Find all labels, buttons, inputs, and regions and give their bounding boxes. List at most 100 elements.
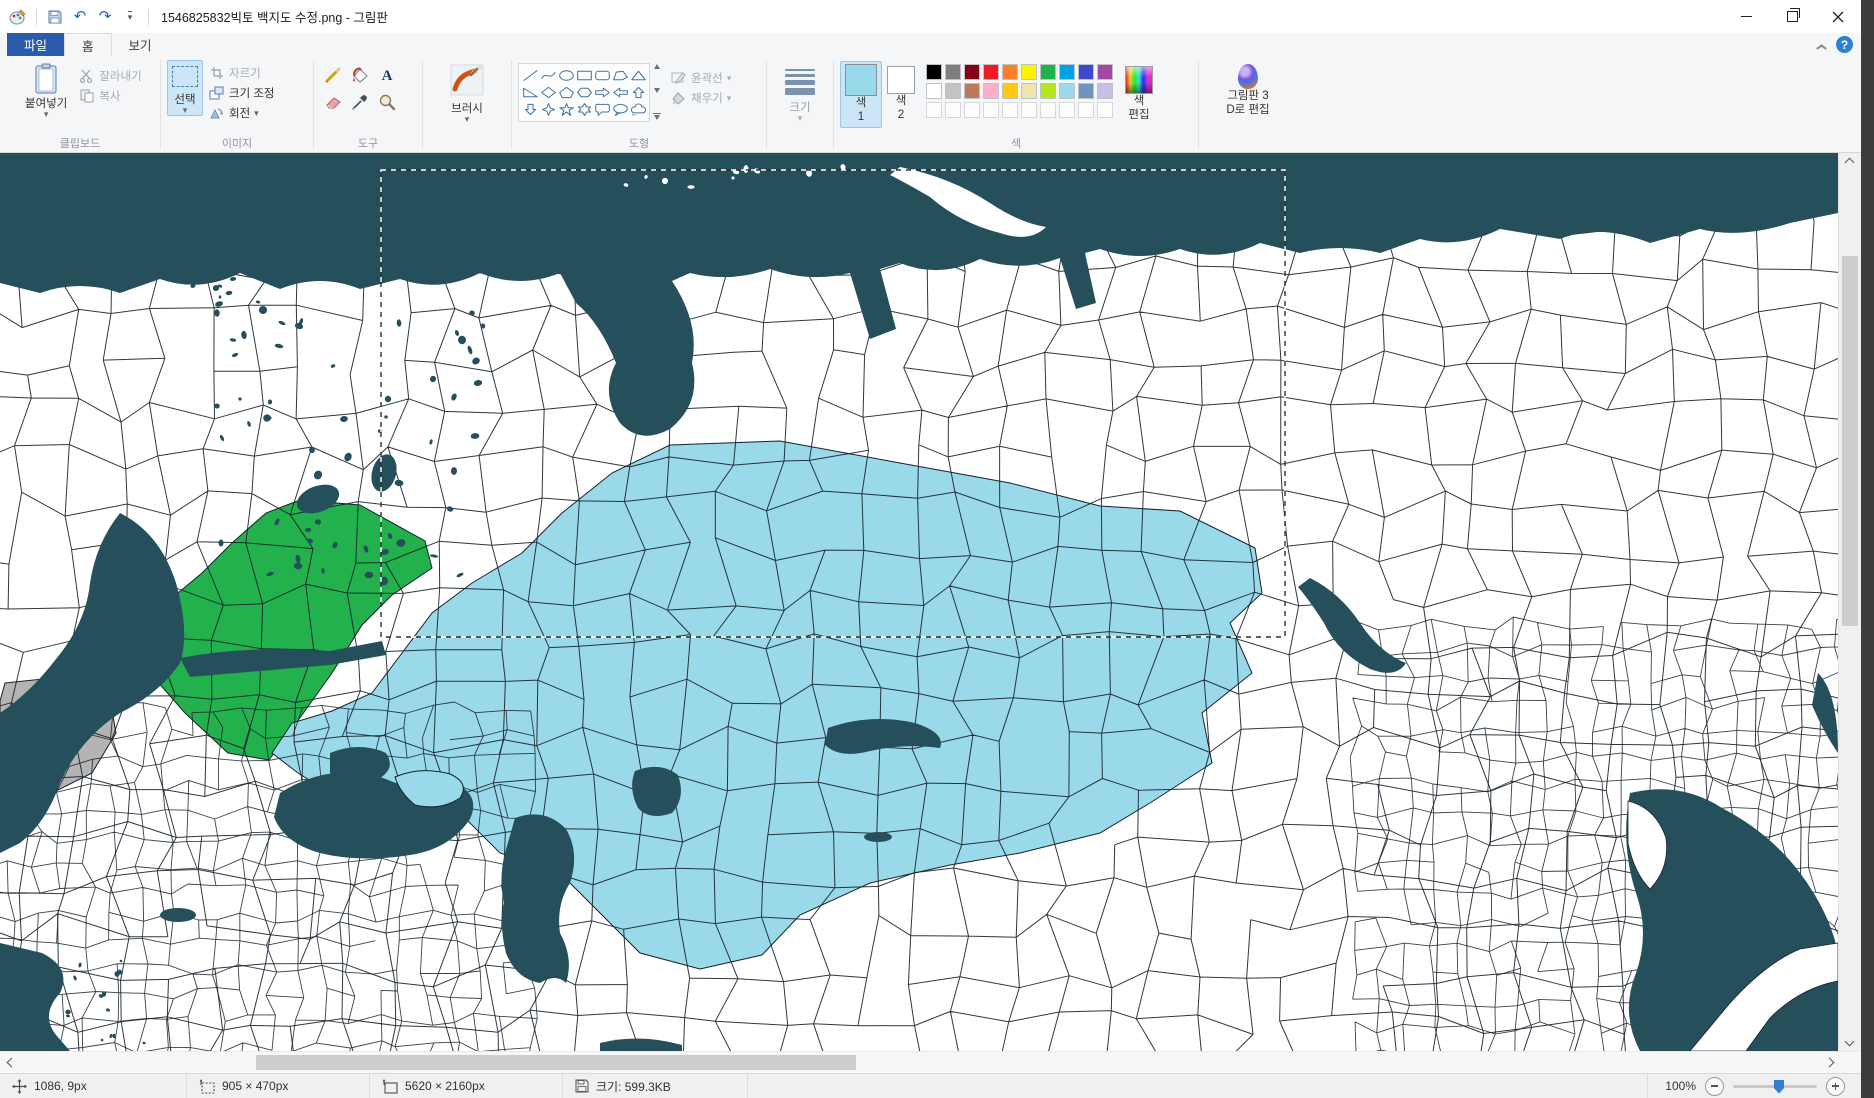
palette-empty-slot[interactable]	[1059, 102, 1075, 118]
zoom-in-button[interactable]	[1826, 1076, 1845, 1096]
map-canvas[interactable]	[0, 115, 1874, 1098]
shape-ellipse-button[interactable]	[557, 67, 575, 84]
scroll-up-icon[interactable]	[654, 64, 660, 69]
color-picker-icon-button[interactable]	[347, 91, 373, 117]
shape-arrow-up-button[interactable]	[629, 84, 647, 101]
palette-color-r2-4[interactable]	[1002, 83, 1018, 99]
undo-icon[interactable]: ↶	[73, 8, 87, 25]
shape-star-4-button[interactable]	[539, 101, 557, 118]
palette-color-r1-8[interactable]	[1078, 64, 1094, 80]
crop-button[interactable]: 자르기	[208, 63, 275, 83]
fill-button[interactable]: 채우기 ▾	[670, 88, 731, 108]
horizontal-scroll-thumb[interactable]	[256, 1055, 856, 1070]
palette-color-r2-2[interactable]	[964, 83, 980, 99]
palette-color-r1-7[interactable]	[1059, 64, 1075, 80]
palette-color-r1-9[interactable]	[1097, 64, 1113, 80]
palette-color-r2-3[interactable]	[983, 83, 999, 99]
palette-color-r1-2[interactable]	[964, 64, 980, 80]
palette-color-r2-5[interactable]	[1021, 83, 1037, 99]
edit-colors-button[interactable]: 색 편집	[1120, 63, 1158, 126]
size-button[interactable]: 크기 ▾	[780, 60, 820, 124]
palette-color-r1-5[interactable]	[1021, 64, 1037, 80]
tab-view[interactable]: 보기	[128, 39, 152, 53]
palette-color-r2-0[interactable]	[926, 83, 942, 99]
palette-empty-slot[interactable]	[964, 102, 980, 118]
paint3d-button[interactable]: 그림판 3 D로 편집	[1221, 61, 1274, 121]
tab-home[interactable]: 홈	[64, 33, 112, 56]
palette-empty-slot[interactable]	[1097, 102, 1113, 118]
shape-triangle-button[interactable]	[629, 67, 647, 84]
pencil-icon-button[interactable]	[320, 64, 346, 90]
color1-button[interactable]: 색 1	[840, 61, 882, 128]
shape-star-5-button[interactable]	[557, 101, 575, 118]
restore-button[interactable]	[1769, 0, 1815, 33]
fill-bucket-icon-button[interactable]	[347, 64, 373, 90]
scroll-up-icon[interactable]	[1846, 159, 1853, 166]
shape-polygon-button[interactable]	[611, 67, 629, 84]
rotate-button[interactable]: 회전 ▾	[208, 103, 275, 123]
shape-star-6-button[interactable]	[575, 101, 593, 118]
shape-diamond-button[interactable]	[539, 84, 557, 101]
shape-arrow-left-button[interactable]	[611, 84, 629, 101]
color2-button[interactable]: 색 2	[882, 63, 920, 126]
palette-empty-slot[interactable]	[983, 102, 999, 118]
palette-empty-slot[interactable]	[1021, 102, 1037, 118]
horizontal-scrollbar[interactable]	[0, 1051, 1861, 1073]
palette-color-r2-8[interactable]	[1078, 83, 1094, 99]
shape-arrow-down-button[interactable]	[521, 101, 539, 118]
palette-color-r1-1[interactable]	[945, 64, 961, 80]
palette-color-r1-3[interactable]	[983, 64, 999, 80]
collapse-ribbon-icon[interactable]	[1816, 42, 1826, 48]
palette-color-r2-9[interactable]	[1097, 83, 1113, 99]
shape-rounded-rectangle-button[interactable]	[593, 67, 611, 84]
save-icon[interactable]	[46, 8, 64, 26]
redo-icon[interactable]: ↷	[98, 8, 112, 25]
outline-button[interactable]: 윤곽선 ▾	[670, 68, 731, 88]
vertical-scrollbar[interactable]	[1838, 153, 1861, 1051]
palette-color-r1-4[interactable]	[1002, 64, 1018, 80]
tab-file[interactable]: 파일	[7, 33, 65, 56]
more-shapes-icon[interactable]	[653, 112, 661, 120]
palette-empty-slot[interactable]	[945, 102, 961, 118]
palette-color-r2-6[interactable]	[1040, 83, 1056, 99]
zoom-slider-thumb[interactable]	[1774, 1079, 1784, 1094]
shape-right-triangle-button[interactable]	[521, 84, 539, 101]
palette-empty-slot[interactable]	[1002, 102, 1018, 118]
resize-button[interactable]: 크기 조정	[208, 83, 275, 103]
eraser-icon-button[interactable]	[320, 91, 346, 117]
vertical-scroll-thumb[interactable]	[1842, 256, 1858, 626]
shape-arrow-right-button[interactable]	[593, 84, 611, 101]
minimize-button[interactable]	[1723, 0, 1769, 33]
paste-button[interactable]: 붙여넣기 ▾	[20, 60, 72, 120]
scroll-down-icon[interactable]	[1846, 1038, 1853, 1045]
shape-pentagon-button[interactable]	[557, 84, 575, 101]
scroll-down-icon[interactable]	[654, 88, 660, 94]
brushes-button[interactable]: 브러시 ▾	[444, 60, 490, 125]
cut-button[interactable]: 잘라내기	[78, 66, 142, 86]
zoom-slider[interactable]	[1733, 1079, 1817, 1094]
text-icon-button[interactable]: A	[374, 64, 400, 90]
shape-callout-cloud-button[interactable]	[629, 101, 647, 118]
palette-empty-slot[interactable]	[926, 102, 942, 118]
palette-color-r1-0[interactable]	[926, 64, 942, 80]
shape-callout-oval-button[interactable]	[611, 101, 629, 118]
shape-hexagon-button[interactable]	[575, 84, 593, 101]
palette-empty-slot[interactable]	[1078, 102, 1094, 118]
shape-line-button[interactable]	[521, 67, 539, 84]
close-button[interactable]	[1815, 0, 1861, 33]
select-button[interactable]: 선택 ▾	[167, 60, 203, 116]
magnifier-icon-button[interactable]	[374, 91, 400, 117]
help-icon[interactable]: ?	[1836, 36, 1853, 53]
palette-color-r1-6[interactable]	[1040, 64, 1056, 80]
zoom-out-button[interactable]	[1705, 1076, 1724, 1096]
palette-color-r2-7[interactable]	[1059, 83, 1075, 99]
palette-empty-slot[interactable]	[1040, 102, 1056, 118]
scroll-right-icon[interactable]	[1826, 1059, 1833, 1066]
shape-callout-rounded-button[interactable]	[593, 101, 611, 118]
shape-rectangle-button[interactable]	[575, 67, 593, 84]
palette-color-r2-1[interactable]	[945, 83, 961, 99]
customize-quick-access-icon[interactable]: ▾	[127, 11, 133, 22]
shape-curve-button[interactable]	[539, 67, 557, 84]
copy-button[interactable]: 복사	[78, 86, 141, 106]
scroll-left-icon[interactable]	[8, 1059, 15, 1066]
